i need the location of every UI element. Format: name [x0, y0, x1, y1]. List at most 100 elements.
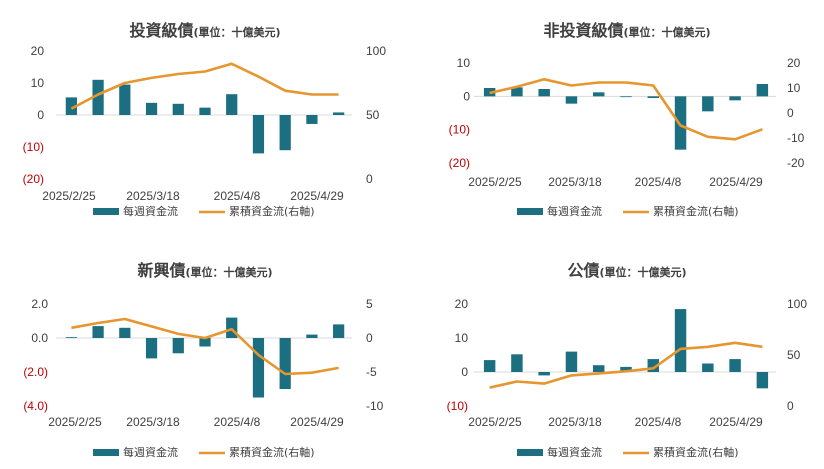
- x-tick-label: 2025/4/29: [290, 189, 344, 203]
- line-cumulative-flow: [71, 317, 339, 376]
- y-right-tick-label: 10: [787, 81, 801, 95]
- chart-title-unit: (單位：十億美元): [185, 265, 272, 279]
- bar-weekly-flow: [702, 363, 714, 372]
- bar-weekly-flow: [226, 317, 238, 338]
- legend-line-label: 累積資金流(右軸): [653, 204, 739, 218]
- legend-bar-swatch: [517, 449, 543, 456]
- x-tick-label: 2025/2/25: [48, 415, 102, 429]
- chart-title: 投資級債(單位：十億美元): [129, 21, 280, 40]
- x-tick-label: 2025/4/29: [709, 415, 763, 429]
- x-tick-label: 2025/2/25: [468, 175, 522, 189]
- bar-weekly-flow: [674, 96, 687, 150]
- y-right-tick-label: 20: [787, 56, 801, 70]
- legend-bar-swatch: [93, 449, 119, 456]
- chart-title-unit: (單位：十億美元): [599, 265, 686, 279]
- chart-title: 非投資級債(單位：十億美元): [543, 21, 710, 40]
- x-tick-label: 2025/3/18: [548, 175, 602, 189]
- legend-bar-label: 每週資金流: [123, 204, 178, 218]
- bar-weekly-flow: [199, 107, 211, 115]
- bar-weekly-flow: [279, 338, 291, 389]
- y-right-tick-label: 0: [366, 331, 373, 345]
- line-cumulative-flow: [70, 62, 339, 110]
- y-right-tick-label: -10: [787, 131, 805, 145]
- x-tick-label: 2025/2/25: [42, 189, 96, 203]
- bar-weekly-flow: [511, 87, 523, 97]
- chart-title: 公債(單位：十億美元): [567, 261, 686, 280]
- chart-panel-1: 投資級債(單位：十億美元)20100(10)(20)1005002025/2/2…: [23, 21, 387, 218]
- line-cumulative-flow: [489, 341, 763, 389]
- legend-bar-label: 每週資金流: [547, 204, 602, 218]
- x-tick-label: 2025/3/18: [126, 415, 180, 429]
- bar-weekly-flow: [729, 359, 741, 372]
- line-cumulative-flow: [489, 78, 763, 141]
- chart-legend: 每週資金流 累積資金流(右軸): [517, 445, 739, 459]
- bar-weekly-flow: [279, 115, 291, 151]
- y-left-tick-label: 20: [31, 44, 45, 58]
- bar-weekly-flow: [226, 94, 238, 115]
- y-left-tick-label: (10): [449, 123, 470, 137]
- bar-weekly-flow: [593, 92, 605, 97]
- legend-bar-swatch: [517, 208, 543, 215]
- legend-bar-label: 每週資金流: [123, 445, 178, 459]
- chart-legend: 每週資金流 累積資金流(右軸): [93, 445, 315, 459]
- y-right-tick-label: 50: [787, 348, 801, 362]
- chart-legend: 每週資金流 累積資金流(右軸): [517, 204, 739, 218]
- bar-weekly-flow: [119, 84, 131, 115]
- bar-weekly-flow: [65, 337, 77, 338]
- y-right-tick-label: -5: [366, 365, 377, 379]
- bar-weekly-flow: [620, 96, 632, 98]
- x-tick-label: 2025/4/8: [214, 189, 261, 203]
- bar-weekly-flow: [172, 103, 184, 115]
- legend-line-label: 累積資金流(右軸): [229, 445, 315, 459]
- bar-weekly-flow: [756, 84, 769, 97]
- y-left-tick-label: 2.0: [31, 297, 48, 311]
- y-left-tick-label: 10: [31, 76, 45, 90]
- y-left-tick-label: 0.0: [31, 331, 48, 345]
- y-right-tick-label: -10: [366, 399, 384, 413]
- y-left-tick-label: (20): [449, 156, 470, 170]
- bar-weekly-flow: [729, 96, 741, 101]
- bar-weekly-flow: [172, 338, 184, 354]
- bar-weekly-flow: [333, 324, 345, 338]
- y-right-tick-label: -20: [787, 156, 805, 170]
- y-left-tick-label: (20): [23, 172, 44, 186]
- x-tick-label: 2025/3/18: [126, 189, 180, 203]
- chart-panel-2: 非投資級債(單位：十億美元) 10 0 (10) (20) 20 10 0 -10 -20 2025…: [449, 21, 805, 218]
- chart-title: 新興債(單位：十億美元): [137, 261, 272, 280]
- y-left-tick-label: 0: [37, 108, 44, 122]
- bar-weekly-flow: [756, 372, 769, 389]
- y-left-tick-label: (2.0): [23, 365, 48, 379]
- x-tick-label: 2025/4/29: [709, 175, 763, 189]
- bar-weekly-flow: [252, 115, 265, 154]
- bar-weekly-flow: [565, 96, 578, 104]
- chart-title-main: 新興債: [137, 261, 185, 280]
- y-right-tick-label: 0: [787, 106, 794, 120]
- y-right-tick-label: 0: [787, 399, 794, 413]
- y-left-tick-label: 10: [455, 331, 469, 345]
- bar-weekly-flow: [92, 79, 104, 115]
- bar-weekly-flow: [65, 97, 77, 115]
- legend-line-label: 累積資金流(右軸): [229, 204, 315, 218]
- x-tick-label: 2025/3/18: [548, 415, 602, 429]
- chart-title-unit: (單位：十億美元): [193, 25, 280, 39]
- bar-weekly-flow: [538, 372, 550, 376]
- bar-weekly-flow: [620, 366, 632, 372]
- y-left-tick-label: 0: [461, 365, 468, 379]
- chart-panel-3: 新興債(單位：十億美元) 2.0 0.0 (2.0) (4.0) 5 0 -5 -10 2025/…: [23, 261, 383, 459]
- bar-weekly-flow: [593, 365, 605, 372]
- y-right-tick-label: 100: [366, 44, 386, 58]
- legend-bar-label: 每週資金流: [547, 445, 602, 459]
- x-tick-label: 2025/4/8: [214, 415, 261, 429]
- bar-weekly-flow: [674, 309, 687, 372]
- bar-weekly-flow: [483, 360, 496, 372]
- bar-weekly-flow: [199, 338, 211, 347]
- y-left-tick-label: (10): [23, 140, 44, 154]
- chart-title-main: 非投資級債: [543, 21, 623, 40]
- bar-weekly-flow: [511, 354, 523, 372]
- bar-weekly-flow: [702, 96, 714, 112]
- bar-weekly-flow: [565, 351, 578, 372]
- y-right-tick-label: 100: [787, 297, 807, 311]
- legend-bar-swatch: [93, 208, 119, 215]
